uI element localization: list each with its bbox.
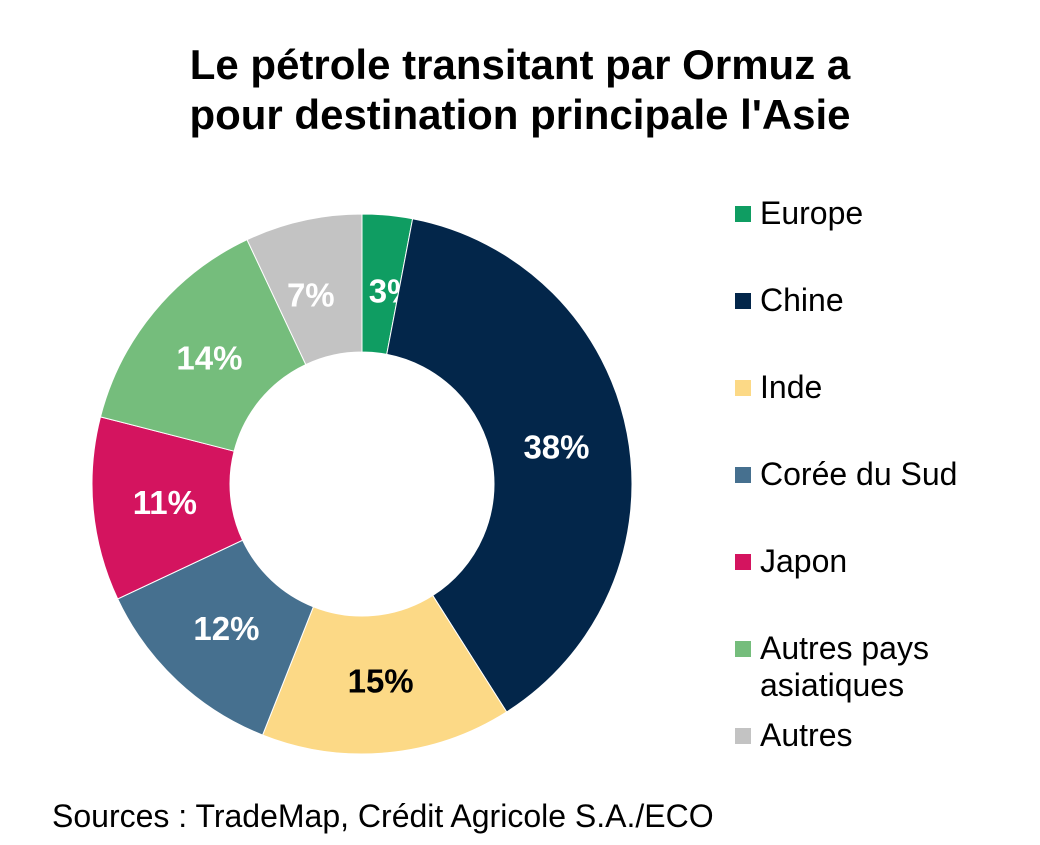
legend-item-japon: Japon [735, 543, 847, 580]
data-label-japon: 11% [133, 484, 197, 521]
chart-title-line-2: pour destination principale l'Asie [189, 91, 851, 138]
legend-item-inde: Inde [735, 369, 822, 406]
legend-label-autres-pays-asiatiques: Autres pays asiatiques [760, 630, 929, 703]
data-label-chine: 38% [523, 428, 589, 465]
data-label-autres-pays-asiatiques: 14% [176, 339, 242, 376]
legend-label-europe: Europe [760, 195, 864, 231]
legend-label-autres: Autres [760, 717, 853, 753]
legend-item-chine: Chine [735, 282, 844, 319]
legend-item-coree-du-sud: Corée du Sud [735, 456, 957, 493]
legend-swatch-inde [735, 380, 751, 396]
legend-swatch-japon [735, 554, 751, 570]
legend-label-inde: Inde [760, 369, 823, 405]
legend-swatch-autres [735, 728, 751, 744]
slice-autres [246, 213, 363, 366]
slice-inde [261, 594, 508, 755]
legend-swatch-autres-pays-asiatiques [735, 641, 751, 657]
legend-swatch-coree-du-sud [735, 467, 751, 483]
legend-label-coree-du-sud: Corée du Sud [760, 456, 958, 492]
legend-swatch-europe [735, 206, 751, 222]
source-note: Sources : TradeMap, Crédit Agricole S.A.… [52, 798, 714, 834]
legend-label-japon: Japon [760, 543, 848, 579]
data-label-autres: 7% [287, 276, 335, 313]
legend-item-autres: Autres [735, 717, 852, 754]
legend-item-autres-pays-asiatiques: Autres pays asiatiques [735, 630, 970, 704]
legend-label-chine: Chine [760, 282, 844, 318]
legend-swatch-chine [735, 293, 751, 309]
legend-item-europe: Europe [735, 195, 863, 232]
chart-title: Le pétrole transitant par Ormuz a pour d… [0, 40, 1040, 140]
slice-chine [386, 218, 633, 713]
data-label-inde: 15% [348, 663, 414, 700]
chart-title-line-1: Le pétrole transitant par Ormuz a [189, 41, 851, 88]
slice-autres-pays-asiatiques [99, 239, 307, 452]
data-label-coree-du-sud: 12% [193, 610, 259, 647]
